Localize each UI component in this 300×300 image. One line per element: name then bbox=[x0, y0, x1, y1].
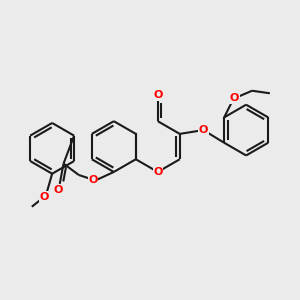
Text: O: O bbox=[199, 125, 208, 135]
Text: O: O bbox=[88, 175, 98, 184]
Text: O: O bbox=[40, 192, 49, 202]
Text: O: O bbox=[153, 167, 163, 177]
Text: O: O bbox=[153, 90, 163, 100]
Text: O: O bbox=[54, 185, 63, 195]
Text: O: O bbox=[230, 93, 239, 103]
